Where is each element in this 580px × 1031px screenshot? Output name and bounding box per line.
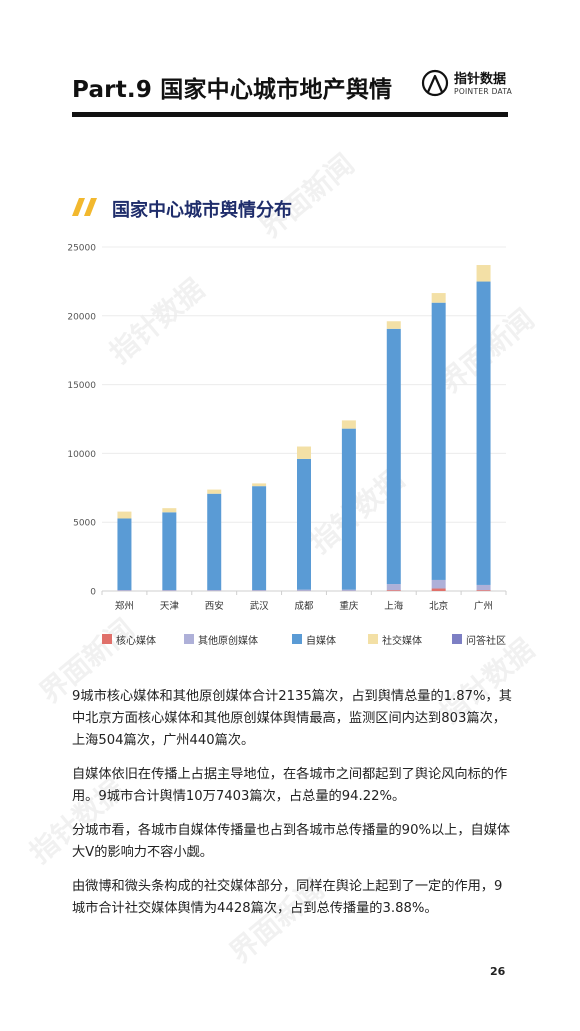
- y-tick-label: 20000: [67, 312, 96, 322]
- bar-segment: [117, 590, 132, 591]
- bar-segment: [431, 302, 446, 580]
- body-paragraph: 自媒体依旧在传播上占据主导地位，在各城市之间都起到了舆论风向标的作用。9城市合计…: [72, 767, 508, 804]
- bar-segment: [386, 590, 401, 591]
- legend-swatch: [368, 634, 378, 644]
- bar-segment: [207, 493, 222, 591]
- x-tick-label: 广州: [474, 600, 493, 612]
- page-header: Part.9 国家中心城市地产舆情: [72, 66, 508, 106]
- bar-segment: [297, 589, 311, 591]
- x-tick-label: 天津: [160, 601, 180, 612]
- bar-segment: [476, 265, 491, 282]
- legend-swatch: [102, 634, 112, 644]
- bar-segment: [476, 281, 491, 585]
- x-tick-label: 北京: [429, 600, 448, 612]
- bar-segment: [117, 518, 132, 591]
- bar-segment: [386, 584, 401, 591]
- bar-segment: [207, 590, 222, 591]
- bar-segment: [476, 590, 491, 591]
- bar-segment: [431, 293, 446, 303]
- bar-segment: [386, 328, 401, 585]
- y-tick-label: 0: [90, 588, 96, 598]
- bar-segment: [297, 446, 311, 459]
- double-slash-icon: [72, 198, 97, 216]
- body-paragraph: 由微博和微头条构成的社交媒体部分，同样在舆论上起到了一定的作用，9城市合计社交媒…: [72, 879, 503, 916]
- chart-svg: 0 5000 10000 15000 20000 25000 郑州 天津 西安 武汉 成都 重庆 上海 北…: [67, 244, 507, 612]
- legend-label: 社交媒体: [382, 636, 422, 647]
- bar-segment: [252, 486, 267, 591]
- chart-legend: 核心媒体 其他原创媒体 自媒体 社交媒体 问答社区: [102, 632, 522, 648]
- bar-segment: [431, 588, 446, 591]
- logo-text-en: POINTER DATA: [454, 87, 513, 96]
- y-tick-label: 10000: [67, 450, 96, 460]
- page-title: Part.9 国家中心城市地产舆情: [72, 77, 393, 103]
- y-tick-label: 5000: [73, 519, 96, 529]
- x-tick-label: 武汉: [250, 600, 270, 612]
- legend-label: 其他原创媒体: [198, 636, 258, 647]
- logo-icon: [421, 69, 449, 97]
- bar-segment: [476, 584, 491, 591]
- x-tick-label: 郑州: [115, 600, 134, 612]
- legend-swatch: [184, 634, 194, 644]
- bar-segment: [341, 589, 356, 591]
- bar-segment: [341, 428, 356, 590]
- section-title: 国家中心城市舆情分布: [112, 200, 292, 221]
- bar-segment: [207, 489, 222, 494]
- legend-swatch: [292, 634, 302, 644]
- body-paragraph: 分城市看，各城市自媒体传播量也占到各城市总传播量的90%以上，自媒体大V的影响力…: [72, 823, 511, 860]
- legend-label: 自媒体: [306, 636, 336, 647]
- logo-text-cn: 指针数据: [454, 72, 507, 87]
- header-divider: [72, 112, 508, 117]
- watermark: 界面新闻: [253, 147, 361, 245]
- bar-segment: [162, 508, 177, 513]
- x-tick-label: 上海: [384, 600, 404, 612]
- stacked-bar-chart: 0 5000 10000 15000 20000 25000 郑州 天津 西安 武汉 成都 重庆 上海 北…: [64, 236, 510, 616]
- x-tick-label: 重庆: [339, 600, 359, 612]
- x-tick-label: 成都: [294, 600, 314, 612]
- bar-segment: [162, 512, 177, 591]
- bar-segment: [252, 590, 267, 591]
- x-tick-label: 西安: [205, 600, 224, 612]
- body-paragraph: 9城市核心媒体和其他原创媒体合计2135篇次，占到舆情总量的1.87%，其中北京…: [72, 689, 512, 748]
- pointer-data-logo: 指针数据 POINTER DATA: [420, 66, 513, 102]
- bar-segment: [386, 321, 401, 329]
- legend-swatch: [452, 634, 462, 644]
- y-tick-label: 15000: [67, 381, 96, 391]
- bar-segment: [252, 483, 267, 487]
- bar-segment: [431, 579, 446, 589]
- bar-segment: [162, 590, 177, 591]
- legend-label: 核心媒体: [116, 636, 156, 647]
- bar-segment: [117, 511, 132, 519]
- bar-segment: [297, 458, 311, 590]
- legend-label: 问答社区: [466, 636, 506, 647]
- bar-segment: [341, 420, 356, 429]
- page-number: 26: [490, 965, 506, 978]
- y-tick-label: 25000: [67, 244, 96, 254]
